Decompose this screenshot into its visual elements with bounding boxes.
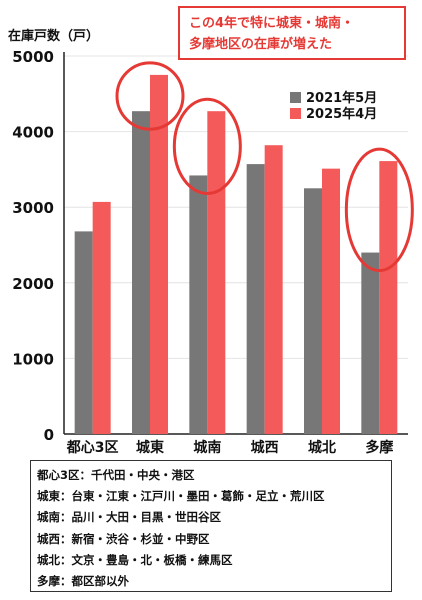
x-tick-label-城東: 城東 bbox=[136, 439, 164, 456]
y-tick-label-4000: 4000 bbox=[12, 124, 54, 142]
callout-line-1: この4年で特に城東・城南・ bbox=[189, 16, 355, 31]
x-tick-label-都心3区: 都心3区 bbox=[66, 440, 119, 456]
legend-label-2021年5月: 2021年5月 bbox=[306, 90, 377, 106]
x-tick-label-多摩: 多摩 bbox=[365, 439, 394, 456]
x-tick-label-城北: 城北 bbox=[308, 439, 336, 456]
legend-swatch-2021年5月 bbox=[290, 92, 301, 103]
x-tick-label-城西: 城西 bbox=[251, 439, 279, 456]
area-definition-box: 都心3区：千代田・中央・港区 城東：台東・江東・江戸川・墨田・葛飾・足立・荒川区… bbox=[30, 460, 392, 592]
bar-城西-2021年5月 bbox=[246, 164, 265, 434]
highlight-ring-城東 bbox=[115, 61, 185, 131]
note-joto: 城東：台東・江東・江戸川・墨田・葛飾・足立・荒川区 bbox=[37, 489, 325, 504]
y-tick-label-1000: 1000 bbox=[12, 350, 54, 368]
callout-box: この4年で特に城東・城南・ 多摩地区の在庫が増えた bbox=[178, 6, 406, 60]
bar-都心3区-2021年5月 bbox=[74, 231, 93, 434]
highlight-ring-多摩 bbox=[344, 147, 414, 273]
bar-多摩-2025年4月 bbox=[379, 161, 398, 435]
highlight-ring-城南 bbox=[172, 97, 242, 195]
legend-swatch-2025年4月 bbox=[290, 108, 301, 119]
bar-chart: 在庫戸数（戸） 0 1000 2000 3000 4000 5000 都心3区 城東 城南 城西 城北… bbox=[8, 28, 414, 456]
note-jonan: 城南：品川・大田・目黒・世田谷区 bbox=[37, 510, 221, 525]
y-axis-title: 在庫戸数（戸） bbox=[8, 28, 99, 44]
y-tick-label-2000: 2000 bbox=[12, 275, 54, 293]
y-tick-label-0: 0 bbox=[44, 426, 54, 444]
callout-line-2: 多摩地区の在庫が増えた bbox=[189, 37, 333, 52]
note-tokyo-3: 都心3区：千代田・中央・港区 bbox=[37, 468, 195, 482]
legend-label-2025年4月: 2025年4月 bbox=[306, 106, 377, 122]
bar-城西-2025年4月 bbox=[264, 145, 283, 434]
note-johoku: 城北：文京・豊島・北・板橋・練馬区 bbox=[37, 552, 233, 567]
bar-城北-2025年4月 bbox=[322, 168, 340, 435]
note-josai: 城西：新宿・渋谷・杉並・中野区 bbox=[37, 531, 210, 546]
x-tick-label-城南: 城南 bbox=[193, 439, 221, 456]
y-tick-label-5000: 5000 bbox=[12, 48, 54, 66]
bar-城北-2021年5月 bbox=[304, 188, 322, 434]
bar-城東-2021年5月 bbox=[132, 111, 150, 435]
y-tick-label-3000: 3000 bbox=[12, 199, 54, 217]
bar-多摩-2021年5月 bbox=[361, 252, 380, 434]
bar-都心3区-2025年4月 bbox=[92, 201, 111, 434]
bar-城南-2021年5月 bbox=[189, 175, 208, 434]
bar-城東-2025年4月 bbox=[150, 74, 168, 435]
note-tama: 多摩：都区部以外 bbox=[37, 574, 129, 589]
bar-城南-2025年4月 bbox=[207, 111, 226, 435]
